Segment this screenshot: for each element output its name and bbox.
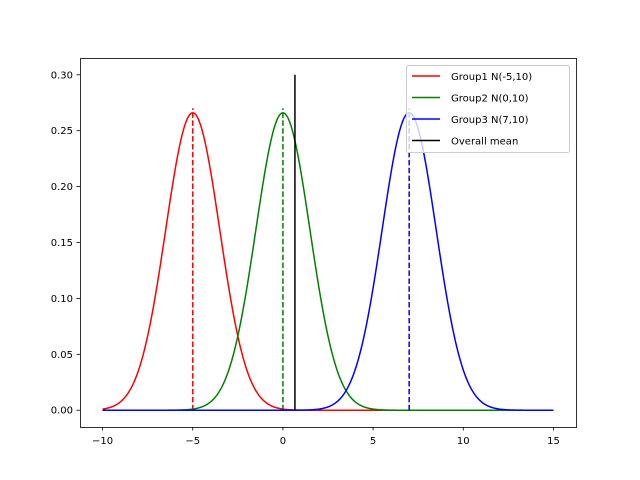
y-tick-label: 0.10: [51, 294, 73, 305]
y-axis: 0.00 0.05 0.10 0.15 0.20 0.25 0.30: [51, 70, 80, 417]
x-tick-label: −10: [92, 436, 113, 447]
series-line-1: [102, 112, 554, 411]
axes-frame: [80, 58, 577, 428]
x-tick-label: 10: [457, 436, 470, 447]
legend-label-4: Overall mean: [451, 137, 518, 148]
y-tick-label: 0.20: [51, 182, 73, 193]
series-line-3: [102, 112, 554, 411]
x-tick-label: −5: [185, 436, 200, 447]
series-line-2: [102, 112, 554, 411]
legend-label-3: Group3 N(7,10): [451, 115, 529, 126]
plot-lines: [102, 74, 554, 411]
legend-box: [406, 65, 570, 153]
y-tick-label: 0.05: [51, 350, 73, 361]
y-tick-label: 0.30: [51, 70, 73, 81]
y-tick-label: 0.15: [51, 238, 73, 249]
x-tick-label: 15: [547, 436, 560, 447]
x-tick-label: 5: [370, 436, 376, 447]
legend-label-1: Group1 N(-5,10): [451, 72, 532, 83]
x-axis: −10 −5 0 5 10 15: [92, 427, 560, 447]
legend-label-2: Group2 N(0,10): [451, 94, 529, 105]
x-tick-label: 0: [280, 436, 286, 447]
y-tick-label: 0.00: [51, 406, 73, 417]
legend: Group1 N(-5,10) Group2 N(0,10) Group3 N(7,…: [406, 65, 570, 153]
y-tick-label: 0.25: [51, 126, 73, 137]
